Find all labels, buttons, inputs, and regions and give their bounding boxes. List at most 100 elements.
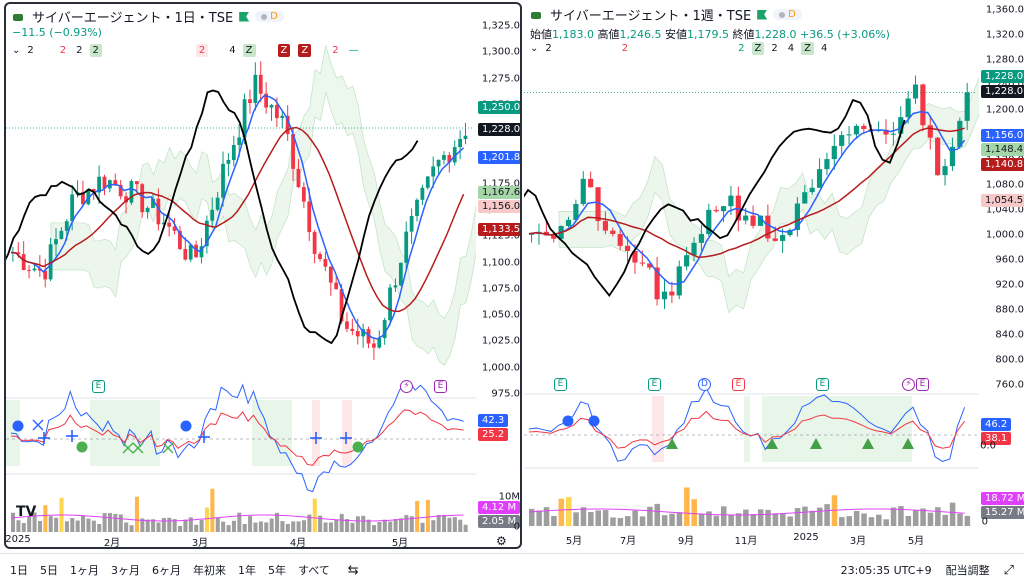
volume-bar bbox=[905, 515, 912, 526]
volume-bar bbox=[280, 521, 285, 532]
range-button[interactable]: 1年 bbox=[238, 564, 256, 577]
range-button[interactable]: 1日 bbox=[10, 564, 28, 577]
weekly-chart-title[interactable]: サイバーエージェント・1週・TSE bbox=[550, 9, 752, 24]
range-button[interactable]: 5年 bbox=[268, 564, 286, 577]
symbol-logo-icon bbox=[12, 11, 26, 23]
earnings-event-icon[interactable]: E bbox=[732, 378, 745, 391]
base-line bbox=[528, 127, 965, 259]
candle-body bbox=[588, 178, 594, 188]
range-button[interactable]: すべて bbox=[298, 564, 330, 577]
volume-bar bbox=[772, 513, 779, 526]
daily-chart-title[interactable]: サイバーエージェント・1日・TSE bbox=[32, 11, 234, 26]
settings-gear-icon[interactable]: ⚙ bbox=[496, 534, 507, 548]
earnings-event-icon[interactable]: E bbox=[92, 380, 105, 393]
candle-body bbox=[102, 176, 107, 189]
candle-body bbox=[728, 195, 734, 207]
volume-bar bbox=[876, 514, 882, 526]
range-button[interactable]: 3ヶ月 bbox=[111, 564, 140, 577]
candle-body bbox=[129, 181, 134, 203]
volume-bar bbox=[529, 508, 535, 526]
range-button[interactable]: 5日 bbox=[40, 564, 58, 577]
dividend-event-icon[interactable]: D bbox=[698, 378, 711, 391]
volume-bar bbox=[248, 516, 253, 532]
candle-body bbox=[846, 134, 852, 136]
volume-bar bbox=[54, 517, 59, 532]
volume-bar bbox=[334, 519, 339, 532]
volume-bar bbox=[632, 510, 638, 526]
daily-chart-header: サイバーエージェント・1日・TSE D bbox=[12, 7, 284, 26]
flag-icon[interactable] bbox=[757, 9, 768, 20]
volume-bar bbox=[242, 523, 247, 532]
weekly-time-axis[interactable]: 5月 7月 9月 11月 2025 3月 5月 bbox=[524, 532, 979, 547]
indicator-value: 2 bbox=[738, 43, 745, 54]
daily-price-axis[interactable]: 1,325.01,300.01,275.01,250.01,225.01,200… bbox=[476, 4, 520, 547]
volume-bar bbox=[291, 521, 296, 532]
candle-body bbox=[118, 185, 123, 197]
dividend-flash-icon[interactable]: ⚡ bbox=[400, 380, 413, 393]
volume-bar bbox=[70, 518, 75, 532]
volume-bar bbox=[595, 510, 601, 526]
osc-line-fast bbox=[10, 380, 464, 493]
adjust-dividends-button[interactable]: 配当調整 bbox=[945, 564, 990, 577]
volume-bar bbox=[86, 518, 91, 532]
indicator-value: 2 bbox=[771, 43, 778, 54]
price-tick-label: 1,100.0 bbox=[481, 257, 520, 269]
clock-timezone[interactable]: 23:05:35 UTC+9 bbox=[840, 563, 932, 577]
candle-body bbox=[43, 270, 48, 280]
signal-triangle bbox=[766, 438, 778, 449]
dividend-flash-icon[interactable]: ⚡ bbox=[902, 378, 915, 391]
candle-body bbox=[920, 84, 926, 126]
candle-body bbox=[301, 187, 306, 202]
collapse-chevron-icon[interactable]: ⌄ bbox=[12, 45, 21, 56]
volume-bar bbox=[97, 524, 102, 532]
data-status-badge[interactable]: D bbox=[255, 11, 284, 22]
volume-bar bbox=[883, 519, 889, 526]
earnings-event-icon[interactable]: E bbox=[816, 378, 829, 391]
volume-bar bbox=[624, 516, 631, 526]
tradingview-logo-icon: TV bbox=[16, 504, 37, 520]
earnings-event-icon[interactable]: E bbox=[434, 380, 447, 393]
candle-body bbox=[580, 178, 586, 205]
fullscreen-icon[interactable]: ⤢ bbox=[1003, 562, 1014, 578]
volume-bar bbox=[75, 520, 80, 532]
volume-bar bbox=[372, 525, 377, 532]
time-tick-label: 7月 bbox=[619, 536, 637, 547]
price-tick-label: 1,080.0 bbox=[985, 179, 1024, 191]
collapse-chevron-icon[interactable]: ⌄ bbox=[530, 43, 539, 54]
weekly-price-axis[interactable]: 1,360.01,320.01,280.01,240.01,200.01,160… bbox=[979, 2, 1024, 549]
price-tick-label: 1,360.0 bbox=[985, 4, 1024, 16]
daily-time-axis[interactable]: 2025 2月 3月 4月 5月 bbox=[6, 534, 476, 547]
range-button[interactable]: 1ヶ月 bbox=[70, 564, 99, 577]
candle-body bbox=[684, 255, 690, 267]
candle-body bbox=[393, 285, 398, 288]
goto-date-icon[interactable]: ⇆ bbox=[347, 562, 359, 578]
volume-bar bbox=[296, 521, 301, 532]
weekly-chart-canvas[interactable] bbox=[524, 2, 979, 549]
range-button[interactable]: 年初来 bbox=[193, 564, 226, 577]
data-status-badge[interactable]: D bbox=[773, 9, 802, 20]
volume-bar bbox=[927, 512, 934, 526]
volume-bar bbox=[161, 518, 166, 532]
earnings-event-icon[interactable]: E bbox=[554, 378, 567, 391]
volume-bar bbox=[16, 520, 21, 532]
daily-chart-pane[interactable]: サイバーエージェント・1日・TSE D −11.5 (−0.93%) ⌄ 2 2… bbox=[4, 2, 522, 549]
daily-chart-canvas[interactable] bbox=[6, 4, 476, 549]
earnings-event-icon[interactable]: E bbox=[648, 378, 661, 391]
signal-triangle bbox=[862, 438, 874, 449]
lagging-span bbox=[6, 89, 419, 345]
candle-body bbox=[661, 291, 668, 300]
conversion-line bbox=[10, 94, 465, 340]
weekly-chart-pane[interactable]: サイバーエージェント・1週・TSE D 始値1,183.0 高値1,246.5 … bbox=[524, 2, 1024, 549]
volume-bar bbox=[409, 516, 414, 532]
range-button[interactable]: 6ヶ月 bbox=[152, 564, 181, 577]
volume-bar bbox=[846, 516, 853, 526]
volume-bar bbox=[415, 500, 420, 532]
flag-icon[interactable] bbox=[239, 11, 250, 22]
earnings-event-icon[interactable]: E bbox=[916, 378, 929, 391]
candle-body bbox=[957, 120, 963, 147]
volume-bar bbox=[647, 506, 653, 526]
volume-bar bbox=[355, 516, 360, 532]
price-label: 1,228.0 bbox=[981, 85, 1024, 98]
volume-bar bbox=[231, 520, 236, 532]
price-label: 1,250.0 bbox=[478, 101, 520, 114]
